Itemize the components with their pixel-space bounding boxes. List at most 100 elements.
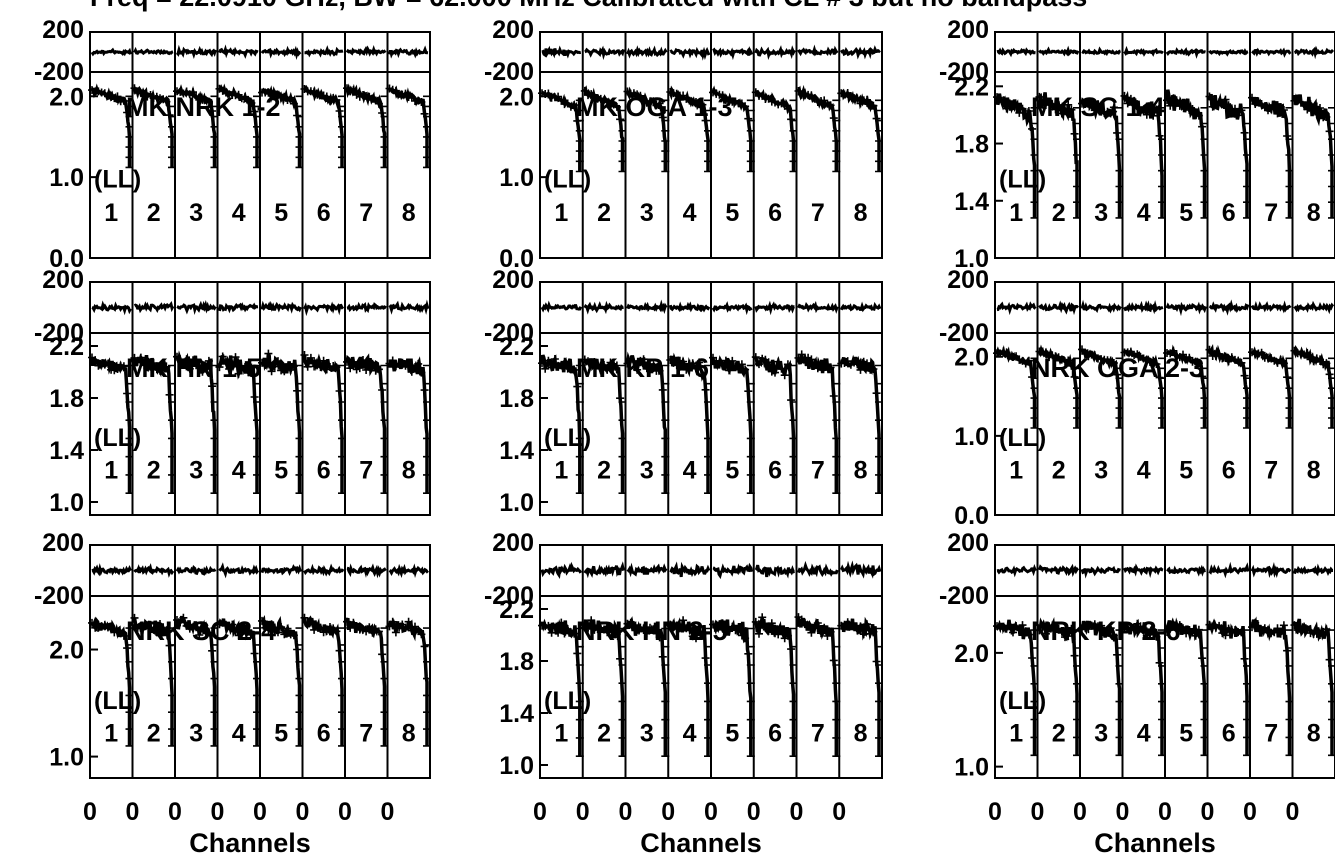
- phase-ytick-label: 200: [492, 16, 534, 44]
- channel-number-label: 7: [811, 199, 825, 227]
- amplitude-ytick-label: 2.2: [954, 73, 989, 101]
- channel-number-label: 6: [1222, 199, 1236, 227]
- channel-number-label: 7: [1264, 457, 1278, 485]
- phase-ytick-label: 200: [492, 529, 534, 557]
- polarization-label: (LL): [999, 424, 1046, 452]
- xtick-label: 0: [704, 798, 718, 826]
- phase-series: [996, 561, 1334, 579]
- amplitude-ytick-label: 1.0: [954, 245, 989, 273]
- polarization-label: (LL): [999, 165, 1046, 193]
- phase-ytick-label: 200: [947, 529, 989, 557]
- channel-number-label: 4: [1137, 457, 1151, 485]
- channel-number-label: 3: [189, 199, 203, 227]
- baseline-label: MK SC 1-4: [1031, 92, 1165, 122]
- channel-number-label: 2: [147, 720, 161, 748]
- channel-number-label: 2: [597, 720, 611, 748]
- phase-ytick-label: -200: [939, 58, 989, 86]
- amplitude-ytick-label: 2.0: [49, 637, 84, 665]
- xtick-label: 0: [1286, 798, 1300, 826]
- channel-number-label: 5: [1179, 457, 1193, 485]
- channel-number-label: 5: [725, 199, 739, 227]
- phase-ytick-label: 200: [947, 266, 989, 294]
- channel-number-label: 4: [683, 457, 697, 485]
- amplitude-ytick-label: 1.8: [499, 648, 534, 676]
- channel-number-label: 6: [1222, 720, 1236, 748]
- baseline-label: MK OGA 1-3: [576, 92, 733, 122]
- phase-ytick-label: -200: [34, 319, 84, 347]
- channel-number-label: 1: [104, 720, 118, 748]
- phase-ytick-label: -200: [484, 319, 534, 347]
- phase-ytick-label: 200: [42, 16, 84, 44]
- amplitude-ytick-label: 2.2: [499, 333, 534, 361]
- xtick-label: 0: [1116, 798, 1130, 826]
- xtick-label: 0: [619, 798, 633, 826]
- xtick-label: 0: [126, 798, 140, 826]
- channel-number-label: 2: [597, 457, 611, 485]
- amplitude-markers: [88, 349, 431, 494]
- channel-number-label: 6: [768, 720, 782, 748]
- polarization-label: (LL): [94, 687, 141, 715]
- baseline-label: NRK SC 2-4: [126, 616, 276, 646]
- amplitude-ytick-label: 1.4: [954, 188, 989, 216]
- channel-number-label: 6: [317, 720, 331, 748]
- x-axis-title: Channels: [1094, 828, 1216, 857]
- amplitude-ytick-label: 1.0: [499, 489, 534, 517]
- amplitude-ytick-label: 1.0: [49, 164, 84, 192]
- xtick-label: 0: [168, 798, 182, 826]
- channel-number-label: 8: [1307, 199, 1321, 227]
- channel-number-label: 4: [1137, 720, 1151, 748]
- amplitude-ytick-label: 2.2: [499, 596, 534, 624]
- amplitude-ytick-label: 1.8: [954, 131, 989, 159]
- channel-number-label: 5: [725, 457, 739, 485]
- amplitude-markers: [88, 613, 431, 747]
- phase-ytick-label: 200: [42, 529, 84, 557]
- phase-ytick-label: -200: [939, 319, 989, 347]
- x-axis-title: Channels: [640, 828, 762, 857]
- xtick-label: 0: [747, 798, 761, 826]
- channel-number-label: 3: [640, 720, 654, 748]
- amplitude-ytick-label: 1.0: [499, 164, 534, 192]
- channel-number-label: 3: [1094, 457, 1108, 485]
- xtick-label: 0: [253, 798, 267, 826]
- channel-number-label: 5: [274, 457, 288, 485]
- channel-number-label: 2: [1052, 199, 1066, 227]
- channel-number-label: 7: [359, 199, 373, 227]
- xtick-label: 0: [790, 798, 804, 826]
- amplitude-ytick-label: 1.4: [499, 700, 534, 728]
- channel-number-label: 4: [683, 720, 697, 748]
- x-axis-title: Channels: [189, 828, 311, 857]
- channel-number-label: 4: [232, 720, 246, 748]
- phase-ytick-label: 200: [492, 266, 534, 294]
- amplitude-ytick-label: 2.0: [954, 640, 989, 668]
- phase-ytick-label: -200: [34, 582, 84, 610]
- channel-number-label: 5: [274, 720, 288, 748]
- channel-number-label: 6: [317, 457, 331, 485]
- phase-ytick-label: -200: [939, 582, 989, 610]
- channel-number-label: 8: [402, 457, 416, 485]
- xtick-label: 0: [296, 798, 310, 826]
- phase-series: [91, 562, 430, 579]
- figure-title: Freq = 22.0910 GHz, BW = 62.000 MHz Cali…: [90, 0, 1087, 12]
- xtick-label: 0: [1158, 798, 1172, 826]
- baseline-label: NRK KP 2-6: [1031, 616, 1181, 646]
- polarization-label: (LL): [544, 424, 591, 452]
- channel-number-label: 4: [232, 457, 246, 485]
- channel-number-label: 7: [359, 457, 373, 485]
- channel-number-label: 3: [1094, 720, 1108, 748]
- channel-number-label: 8: [1307, 457, 1321, 485]
- channel-number-label: 3: [640, 199, 654, 227]
- channel-number-label: 7: [811, 720, 825, 748]
- amplitude-markers: [993, 91, 1335, 219]
- amplitude-ytick-label: 0.0: [954, 502, 989, 530]
- channel-number-label: 3: [1094, 199, 1108, 227]
- xtick-label: 0: [83, 798, 97, 826]
- amplitude-ytick-label: 1.4: [49, 437, 84, 465]
- channel-number-label: 1: [104, 199, 118, 227]
